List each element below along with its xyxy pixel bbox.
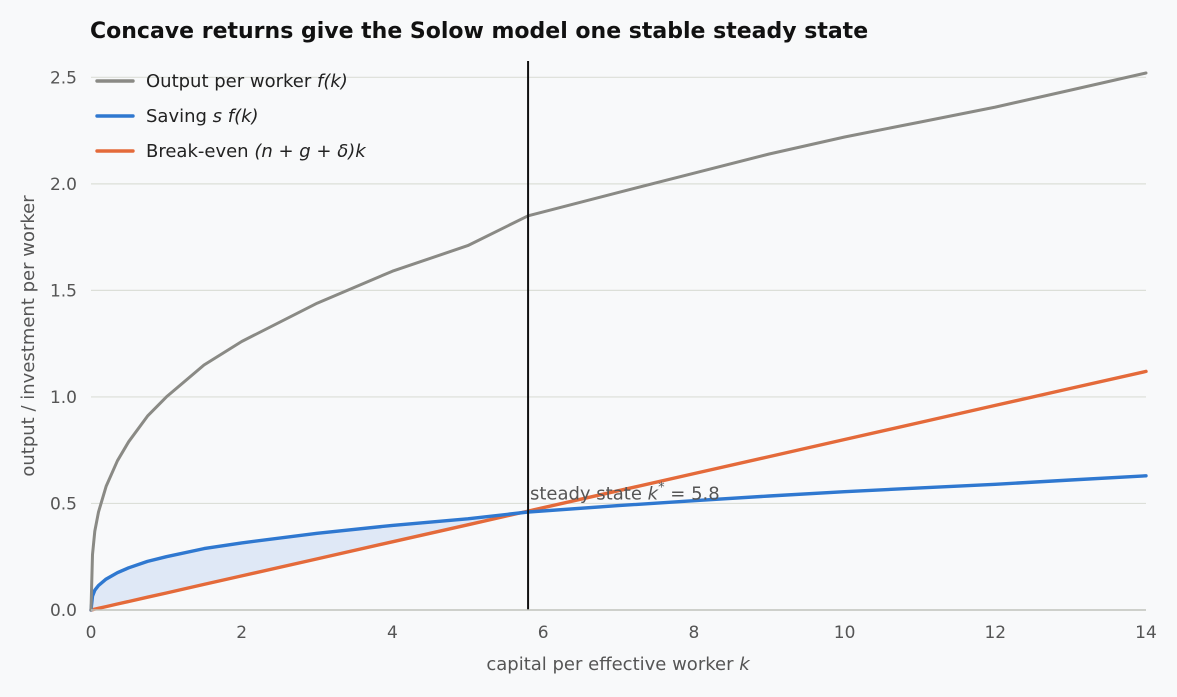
steady-state-annotation: steady state k* = 5.8: [530, 480, 720, 504]
series-line-output: [89, 71, 1148, 612]
annotation-value: = 5.8: [665, 483, 720, 504]
x-axis-label: capital per effective worker k: [486, 654, 751, 675]
x-tick-label: 8: [688, 623, 699, 643]
legend-entry-output: Output per worker f(k): [146, 71, 348, 92]
y-axis-label: output / investment per worker: [18, 195, 39, 477]
legend-label: Saving: [146, 106, 213, 127]
legend-entry-breakeven: Break-even (n + g + δ)k: [146, 141, 367, 162]
series-line-breakeven: [89, 369, 1148, 612]
x-tick-label: 12: [984, 623, 1006, 643]
x-tick-label: 4: [387, 623, 398, 643]
x-axis-label-var: k: [739, 654, 751, 675]
y-tick-label: 1.0: [50, 388, 77, 408]
x-tick-label: 6: [538, 623, 549, 643]
legend-math: f(k): [317, 71, 348, 92]
annotation-sup: *: [658, 480, 665, 495]
y-tick-label: 2.0: [50, 175, 77, 195]
annotation-text: steady state: [530, 483, 648, 504]
series-line-saving: [89, 474, 1148, 612]
legend-math: s f(k): [213, 106, 259, 127]
legend: Output per worker f(k) Saving s f(k) Break…: [95, 71, 367, 162]
x-tick-label: 0: [86, 623, 97, 643]
x-tick-label: 14: [1135, 623, 1157, 643]
y-tick-label: 0.5: [50, 494, 77, 514]
grid-lines: [91, 76, 1146, 505]
x-tick-label: 10: [834, 623, 856, 643]
series-lines: [89, 71, 1148, 612]
annotation-math: k: [648, 483, 660, 504]
legend-label: Output per worker: [146, 71, 317, 92]
x-axis-label-text: capital per effective worker: [486, 654, 739, 675]
y-tick-label: 2.5: [50, 68, 77, 88]
x-tick-label: 2: [236, 623, 247, 643]
legend-entry-saving: Saving s f(k): [146, 106, 259, 127]
x-axis-ticks: 0 2 4 6 8 10 12 14: [86, 623, 1157, 643]
y-tick-label: 0.0: [50, 601, 77, 621]
y-tick-label: 1.5: [50, 281, 77, 301]
y-axis-ticks: 0.0 0.5 1.0 1.5 2.0 2.5: [50, 68, 77, 621]
chart-title: Concave returns give the Solow model one…: [90, 19, 868, 44]
legend-math: (n + g + δ)k: [254, 141, 367, 162]
legend-label: Break-even: [146, 141, 254, 162]
